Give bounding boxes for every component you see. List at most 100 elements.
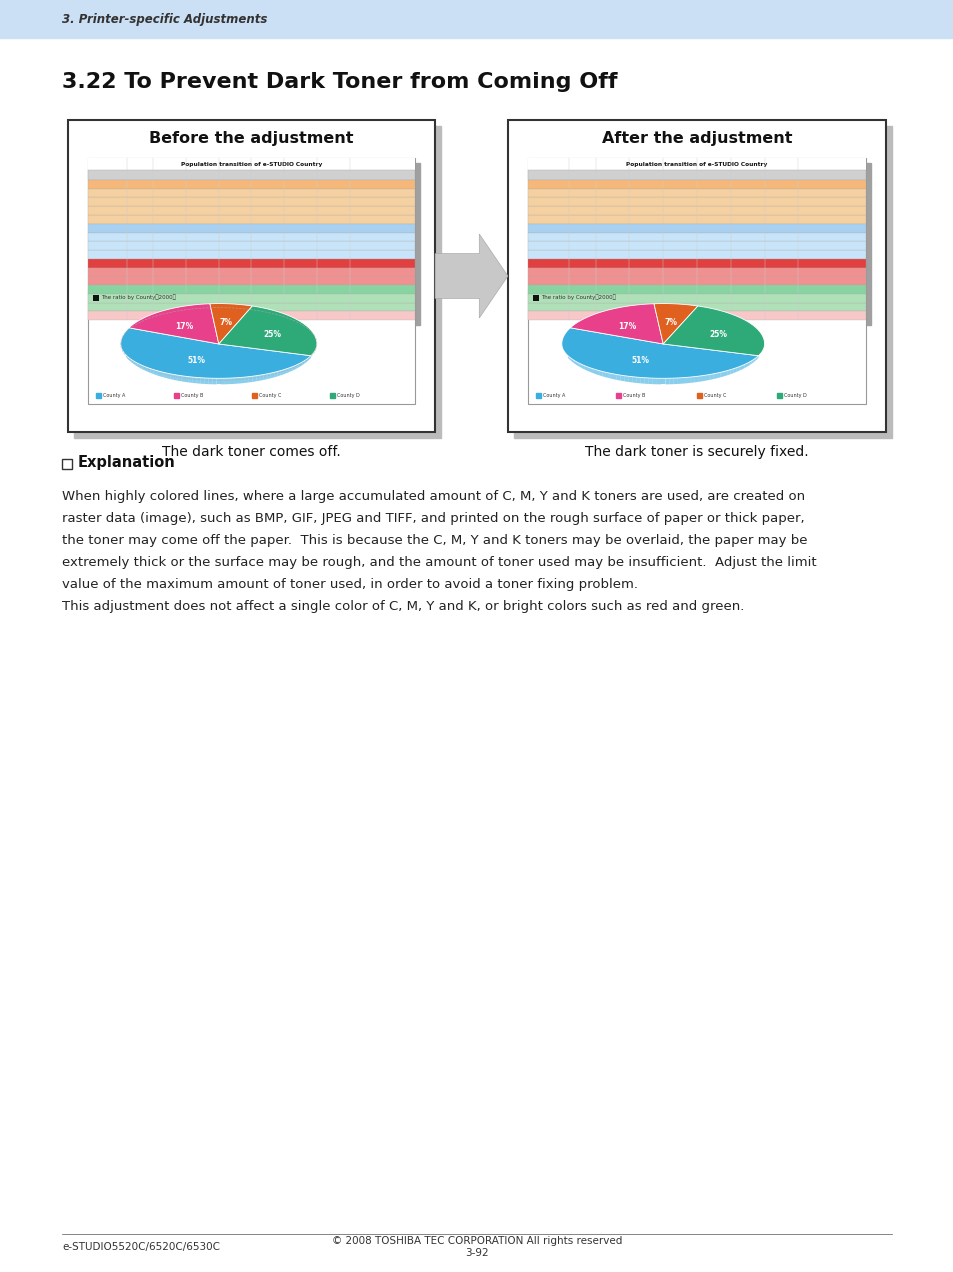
Text: value of the maximum amount of toner used, in order to avoid a toner fixing prob: value of the maximum amount of toner use… [62, 577, 638, 591]
Polygon shape [736, 354, 739, 371]
Polygon shape [225, 356, 229, 384]
Polygon shape [130, 352, 132, 363]
Polygon shape [592, 355, 596, 374]
Text: raster data (image), such as BMP, GIF, JPEG and TIFF, and printed on the rough s: raster data (image), such as BMP, GIF, J… [62, 513, 803, 525]
Text: County D: County D [783, 393, 806, 397]
Polygon shape [277, 355, 280, 377]
Bar [616, 393, 620, 398]
Polygon shape [121, 328, 311, 378]
Polygon shape [304, 352, 306, 364]
Polygon shape [218, 307, 316, 356]
Polygon shape [263, 356, 267, 380]
Bar [88, 188, 415, 197]
Polygon shape [570, 304, 662, 343]
Text: County A: County A [542, 393, 565, 397]
Text: Population transition of e-STUDIO Country: Population transition of e-STUDIO Countr… [626, 162, 767, 167]
Polygon shape [726, 355, 730, 375]
Text: County B: County B [181, 393, 203, 397]
Polygon shape [127, 351, 128, 360]
Text: County C: County C [703, 393, 725, 397]
Bar [527, 258, 865, 267]
Bar [252, 393, 256, 398]
Bar [527, 158, 865, 321]
Bar [527, 224, 865, 233]
Polygon shape [193, 356, 196, 383]
Polygon shape [662, 307, 763, 356]
Polygon shape [632, 356, 636, 383]
Bar [527, 303, 865, 312]
Polygon shape [561, 328, 758, 378]
Bar [88, 303, 415, 312]
Bar [68, 120, 435, 432]
Polygon shape [302, 352, 304, 365]
Text: 51%: 51% [631, 356, 649, 365]
Polygon shape [720, 355, 723, 378]
Polygon shape [241, 356, 245, 383]
Bar [88, 179, 415, 188]
Polygon shape [306, 352, 308, 363]
Bar [527, 267, 865, 276]
Bar [92, 163, 419, 326]
Bar [92, 295, 99, 300]
Bar [527, 158, 865, 170]
Bar [88, 285, 415, 294]
Polygon shape [253, 356, 256, 382]
Text: the toner may come off the paper.  This is because the C, M, Y and K toners may : the toner may come off the paper. This i… [62, 534, 806, 547]
Bar [527, 215, 865, 224]
Bar [88, 276, 415, 285]
Polygon shape [216, 356, 220, 384]
Polygon shape [196, 356, 200, 384]
Polygon shape [741, 354, 743, 369]
Polygon shape [753, 352, 755, 363]
Polygon shape [177, 356, 181, 382]
Polygon shape [660, 356, 664, 384]
Polygon shape [185, 356, 189, 383]
Polygon shape [173, 356, 177, 380]
Polygon shape [636, 356, 639, 383]
Polygon shape [137, 354, 140, 368]
Polygon shape [148, 354, 151, 373]
Bar [88, 258, 415, 267]
Polygon shape [664, 356, 669, 384]
Polygon shape [648, 356, 652, 384]
Text: County A: County A [103, 393, 125, 397]
Polygon shape [605, 355, 609, 378]
Polygon shape [145, 354, 148, 371]
Polygon shape [657, 356, 660, 384]
Text: After the adjustment: After the adjustment [601, 131, 791, 145]
Polygon shape [623, 356, 628, 382]
Text: extremely thick or the surface may be rough, and the amount of toner used may be: extremely thick or the surface may be ro… [62, 556, 816, 569]
Polygon shape [294, 354, 297, 369]
Text: Population transition of e-STUDIO Country: Population transition of e-STUDIO Countr… [181, 162, 322, 167]
Text: 17%: 17% [618, 322, 636, 331]
Polygon shape [213, 356, 216, 384]
Polygon shape [133, 352, 135, 365]
Text: When highly colored lines, where a large accumulated amount of C, M, Y and K ton: When highly colored lines, where a large… [62, 490, 804, 502]
Text: County D: County D [336, 393, 359, 397]
Polygon shape [746, 352, 748, 366]
Text: County B: County B [623, 393, 645, 397]
Bar [527, 170, 865, 179]
Polygon shape [730, 355, 733, 374]
Text: 51%: 51% [188, 356, 206, 365]
Polygon shape [689, 356, 694, 383]
Text: 3. Printer-specific Adjustments: 3. Printer-specific Adjustments [62, 13, 267, 25]
Polygon shape [755, 351, 756, 361]
Polygon shape [596, 355, 598, 375]
Polygon shape [284, 355, 287, 374]
Polygon shape [701, 356, 705, 382]
Polygon shape [200, 356, 204, 384]
Polygon shape [569, 351, 571, 361]
Polygon shape [578, 354, 581, 368]
Bar [88, 289, 415, 404]
Bar [697, 393, 701, 398]
Polygon shape [669, 356, 673, 384]
Polygon shape [233, 356, 236, 384]
Polygon shape [167, 355, 170, 379]
Polygon shape [160, 355, 163, 378]
Bar [62, 459, 71, 469]
Polygon shape [435, 234, 507, 318]
Text: County C: County C [258, 393, 281, 397]
Polygon shape [673, 356, 678, 384]
Polygon shape [639, 356, 643, 384]
